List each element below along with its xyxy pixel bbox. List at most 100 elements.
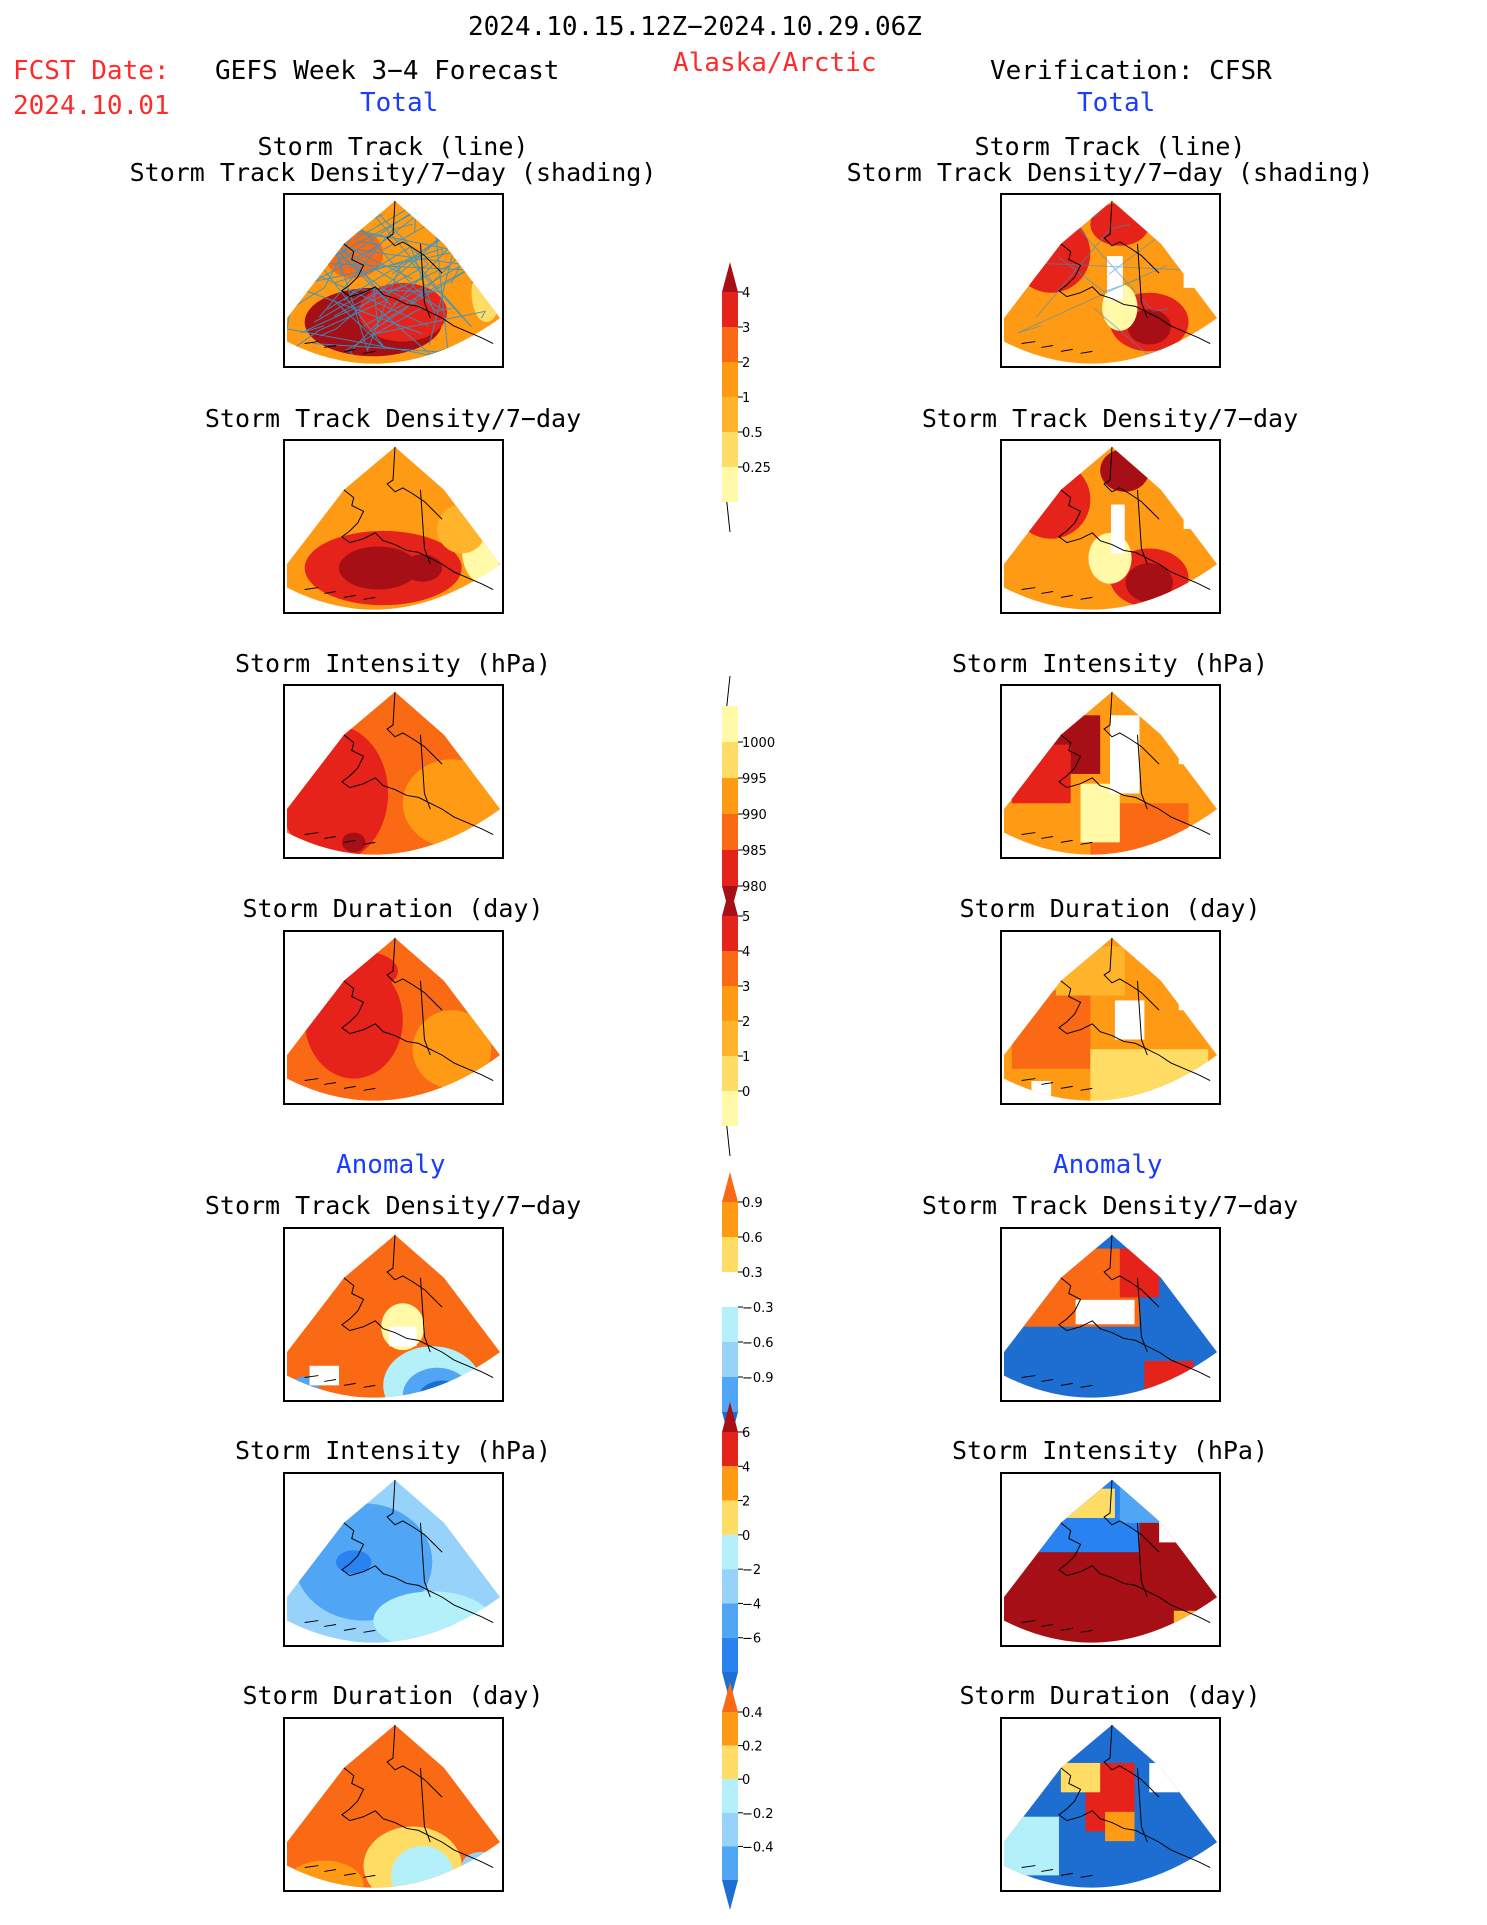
title-density-left: Storm Track Density/7−day [204,404,582,433]
colorbar-tick-label: −4 [742,1597,761,1612]
border-line [420,489,431,565]
map-density-verification [1000,439,1221,614]
forecast-title: GEFS Week 3−4 Forecast [215,56,560,86]
colorbar-svg: 5 4 3 2 1 0 [722,886,750,1157]
map-duration-anomaly-forecast [283,1717,504,1892]
field-missing [1183,489,1214,529]
field-cell [1011,990,1091,1069]
field-missing [1159,1503,1199,1543]
colorbar-svg: 1000 995 990 985 980 [722,675,775,916]
colorbar-tick-label: 0.5 [742,426,763,441]
colorbar-tick-label: 4 [742,1460,750,1475]
map-svg [1003,691,1218,855]
colorbar-tick-label: −0.9 [742,1371,774,1386]
colorbar-swatch [722,742,738,778]
field-contour [402,759,501,848]
colorbar-tick-label: 5 [742,910,750,925]
field-missing [1075,1299,1135,1325]
coastline [1058,243,1211,344]
colorbar-tick-label: 3 [742,321,750,336]
storm-track-line [1072,222,1170,312]
colorbar-swatch [722,1402,738,1432]
colorbar-tick-label: 0 [742,1529,750,1544]
map-intensity-anomaly-verification [1000,1472,1221,1647]
islands [1021,1865,1093,1878]
islands [1021,832,1093,845]
colorbar-density-anomaly: 0.9 0.6 0.3 −0.3 −0.6 −0.9 [722,1172,782,1446]
border-line [1137,734,1148,810]
islands [304,1620,376,1633]
colorbar-tick-label: 1 [742,391,750,406]
field-missing [309,1365,340,1386]
colorbar-tick-label: 2 [742,1015,750,1030]
colorbar-swatch [722,432,738,467]
colorbar-tick-label: −6 [742,1632,761,1647]
colorbar-tick-label: 3 [742,980,750,995]
islands [304,832,376,845]
title-intensity-left: Storm Intensity (hPa) [234,649,552,678]
islands [304,1078,376,1091]
colorbar-swatch [722,1466,738,1501]
storm-track-line [286,214,364,313]
storm-track-line [373,257,459,331]
coastline [386,1724,443,1798]
colorbar-swatch [722,1432,738,1467]
colorbar-swatch [722,916,738,951]
colorbar-swatch [722,1021,738,1056]
field-missing [1149,1762,1179,1793]
map-duration-anomaly-verification [1000,1717,1221,1892]
title-track-line-left: Storm Track (line) [257,132,529,161]
map-svg [286,1724,501,1888]
field-cell [1090,1049,1209,1101]
title-track-shading-right: Storm Track Density/7−day (shading) [846,158,1374,187]
colorbar-swatch [722,1237,738,1272]
map-svg [1003,937,1218,1101]
border-line [420,980,431,1056]
colorbar-tick-label: 4 [742,286,750,301]
title-intensity-right: Storm Intensity (hPa) [951,649,1269,678]
colorbar-intensity-total: 1000 995 990 985 980 [722,675,782,916]
border-line [1137,489,1148,565]
colorbar-tick-label: 980 [742,880,767,895]
map-density-forecast [283,439,504,614]
colorbar-tick-label: −0.6 [742,1336,774,1351]
colorbar-tick-label: 990 [742,808,767,823]
colorbar-swatch [722,1172,738,1202]
storm-track-line [320,202,482,337]
colorbar-swatch [722,951,738,986]
colorbar-duration-anomaly: 0.4 0.2 0 −0.2 −0.4 [722,1682,782,1914]
colorbar-tick-label: 1000 [742,736,775,751]
field-cell [1119,1483,1160,1523]
islands [304,1865,376,1878]
map-intensity-anomaly-forecast [283,1472,504,1647]
coastline [386,200,443,274]
field-contour [402,554,443,582]
map-svg [286,446,501,610]
islands [304,341,376,354]
colorbar-swatch [722,1779,738,1813]
field-missing [1110,504,1125,554]
title-duration-anom-right: Storm Duration (day) [959,1681,1261,1710]
coastline [386,446,443,520]
colorbar-tick-label: 4 [742,945,750,960]
coastline [1103,446,1160,520]
colorbar-swatch [722,1712,738,1746]
colorbar-duration-total: 5 4 3 2 1 0 [722,886,782,1157]
colorbar-tick-label: −0.4 [742,1840,774,1855]
fcst-date-label: FCST Date: [13,56,170,86]
verification-title: Verification: CFSR [990,56,1272,86]
colorbar-svg: 4 3 2 1 0.5 0.25 [722,262,771,533]
map-svg [1003,1479,1218,1643]
colorbar-swatch [722,327,738,362]
field-cell [1065,1488,1115,1518]
map-density-anomaly-forecast [283,1227,504,1402]
colorbar-tick-label: −0.3 [742,1301,774,1316]
total-label-left: Total [360,88,439,118]
field-missing [1183,258,1214,288]
colorbar-swatch [722,850,738,886]
coastline [1103,1724,1160,1798]
title-track-shading-left: Storm Track Density/7−day (shading) [129,158,657,187]
storm-track-line [294,231,386,349]
storm-track-line [355,222,453,312]
field-contour [1011,214,1091,293]
